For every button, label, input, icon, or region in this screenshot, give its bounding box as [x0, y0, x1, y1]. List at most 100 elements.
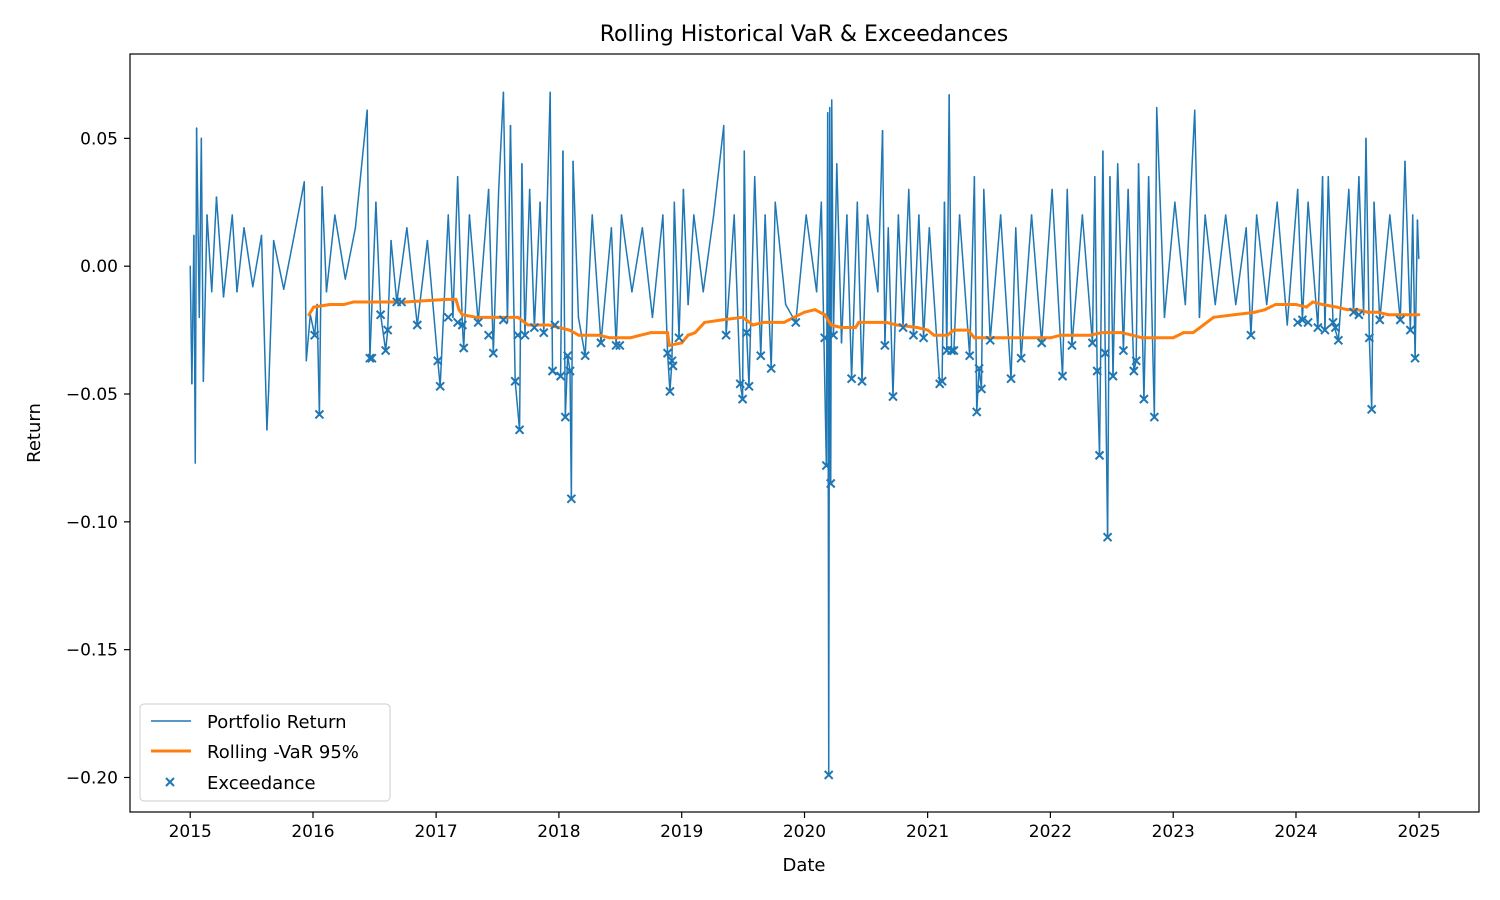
- exceedance-marker: [375, 310, 386, 320]
- portfolio-return-segment: [1147, 175, 1156, 418]
- portfolio-return-segment: [1307, 201, 1319, 329]
- portfolio-return-segment: [641, 227, 654, 319]
- portfolio-return-segment: [379, 314, 387, 352]
- portfolio-return-segment: [983, 188, 991, 342]
- exceedance-marker: [580, 350, 590, 361]
- portfolio-return-segment: [533, 201, 541, 329]
- portfolio-return-segment: [1174, 201, 1187, 306]
- portfolio-return-segment: [946, 94, 950, 352]
- portfolio-return-segment: [723, 124, 727, 336]
- exceedance-marker: [1067, 340, 1077, 351]
- exceedance-marker: [1036, 338, 1047, 348]
- portfolio-return-segment: [1112, 163, 1119, 377]
- exceedance-marker: [1092, 366, 1102, 376]
- portfolio-return-segment: [1365, 137, 1371, 339]
- portfolio-return-segment: [1066, 188, 1073, 347]
- rolling-var-segment: [567, 328, 581, 337]
- portfolio-return-segment: [309, 314, 316, 336]
- exceedance-marker: [488, 348, 499, 358]
- portfolio-return-segment: [1163, 201, 1176, 319]
- exceedance-marker: [611, 340, 621, 351]
- portfolio-return-segment: [850, 201, 859, 380]
- rolling-var-segment: [1130, 333, 1144, 340]
- exceedance-marker: [1118, 345, 1129, 356]
- portfolio-return-segment: [712, 124, 725, 216]
- portfolio-return-segment: [375, 201, 382, 316]
- rolling-var-segment: [403, 297, 449, 304]
- exceedance-marker: [457, 320, 468, 330]
- portfolio-return-segment: [396, 227, 408, 303]
- exceedance-marker: [1354, 310, 1364, 320]
- exceedance-marker: [1057, 371, 1068, 381]
- rolling-var-segment: [1120, 331, 1134, 337]
- portfolio-return-segment: [687, 214, 695, 306]
- portfolio-return-segment: [620, 214, 633, 293]
- exceedance-marker: [985, 335, 995, 346]
- portfolio-return-segment: [1155, 106, 1166, 319]
- exceedance-marker: [367, 353, 377, 363]
- portfolio-return-segment: [753, 175, 762, 357]
- exceedance-marker: [473, 317, 483, 328]
- y-tick-label: −0.20: [66, 768, 118, 788]
- x-tick-label: 2021: [906, 822, 949, 842]
- portfolio-return-segment: [321, 186, 328, 293]
- portfolio-return-segment: [918, 214, 925, 339]
- portfolio-return-segment: [282, 234, 295, 290]
- portfolio-return-segment: [887, 227, 894, 398]
- portfolio-return-segment: [902, 188, 910, 329]
- exceedance-marker: [314, 409, 325, 420]
- portfolio-return-segment: [615, 214, 623, 347]
- rolling-var-segment: [667, 341, 684, 347]
- portfolio-return-segment: [1030, 214, 1043, 344]
- exceedance-marker: [1131, 356, 1141, 366]
- exceedance-marker: [662, 348, 673, 358]
- portfolio-return-segment: [1352, 175, 1360, 313]
- exceedance-marker: [741, 327, 752, 338]
- x-tick-label: 2018: [537, 822, 580, 842]
- portfolio-return-segment: [1193, 109, 1201, 319]
- exceedance-marker: [1108, 371, 1118, 381]
- rolling-var-segment: [720, 315, 745, 322]
- exceedance-marker: [908, 330, 919, 340]
- exceedance-marker: [547, 366, 558, 376]
- exceedance-marker: [1246, 330, 1256, 340]
- portfolio-return-segment: [1370, 201, 1375, 411]
- rolling-var-segment: [516, 315, 530, 327]
- rolling-var-segment: [915, 326, 930, 332]
- portfolio-return-segment: [840, 214, 848, 344]
- portfolio-return-segment: [1040, 188, 1053, 344]
- exceedance-marker: [459, 343, 469, 353]
- exceedance-marker: [846, 373, 857, 384]
- exceedance-marker: [1087, 338, 1098, 348]
- exceedance-marker: [918, 333, 929, 343]
- portfolio-return-segment: [318, 186, 323, 416]
- portfolio-return-segment: [1362, 137, 1367, 316]
- portfolio-return-segment: [805, 214, 818, 293]
- exceedance-marker: [433, 356, 443, 366]
- rolling-var-segment: [803, 308, 817, 314]
- x-tick-label: 2015: [169, 822, 212, 842]
- portfolio-return-segment: [344, 227, 357, 280]
- portfolio-return-segment: [202, 214, 208, 382]
- portfolio-return-segment: [325, 214, 336, 293]
- portfolio-return-series: [189, 91, 1420, 776]
- portfolio-return-segment: [303, 181, 308, 362]
- exceedance-marker: [826, 478, 836, 489]
- portfolio-return-segment: [733, 214, 741, 385]
- portfolio-return-segment: [1020, 214, 1033, 359]
- exceedance-marker: [766, 363, 776, 374]
- portfolio-return-segment: [1301, 201, 1309, 321]
- rolling-var-segment: [1089, 331, 1103, 337]
- portfolio-return-segment: [725, 214, 735, 336]
- portfolio-return-segment: [1204, 214, 1217, 306]
- portfolio-return-segment: [1094, 175, 1098, 372]
- exceedance-marker: [1375, 315, 1385, 325]
- portfolio-return-segment: [999, 214, 1012, 380]
- portfolio-return-segment: [384, 329, 389, 352]
- x-tick-label: 2016: [291, 822, 334, 842]
- portfolio-return-segment: [1245, 227, 1252, 336]
- exceedance-marker: [1129, 366, 1139, 376]
- exceedance-marker: [1333, 335, 1344, 346]
- exceedance-marker: [824, 770, 834, 780]
